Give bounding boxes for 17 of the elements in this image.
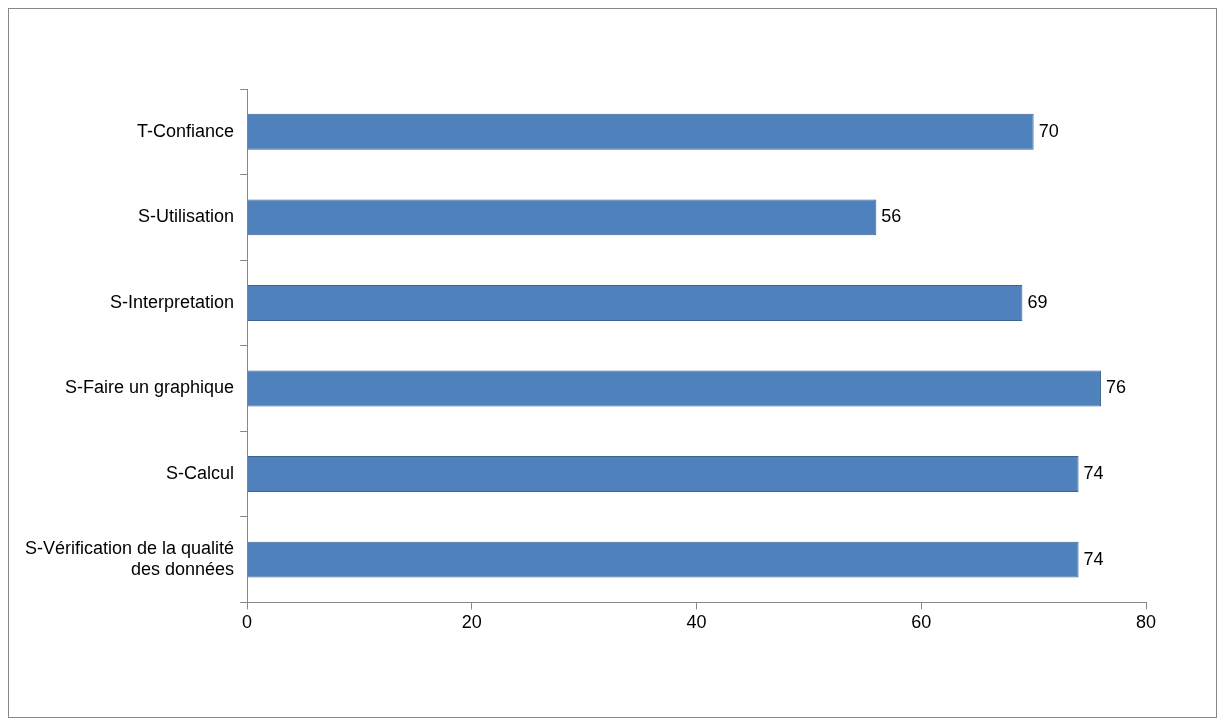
y-tick-label: T-Confiance	[137, 120, 235, 141]
x-tick-label: 40	[686, 612, 707, 633]
x-tick-label: 20	[461, 612, 482, 633]
data-label: 74	[1083, 463, 1104, 484]
data-label: 56	[881, 206, 902, 227]
x-tick-label: 60	[911, 612, 932, 633]
data-label: 76	[1106, 377, 1127, 398]
data-label: 70	[1038, 120, 1059, 141]
data-label: 74	[1083, 548, 1104, 569]
data-label: 69	[1027, 291, 1048, 312]
x-tick-label: 80	[1135, 612, 1157, 633]
x-tick-label: 0	[242, 612, 253, 633]
y-tick-label: S-Utilisation	[138, 206, 235, 227]
y-tick-label: S-Faire un graphique	[65, 377, 235, 398]
y-tick-label: S-Vérification de la qualité des données	[24, 537, 235, 580]
y-tick-label: S-Interpretation	[110, 291, 235, 312]
y-tick-label: S-Calcul	[166, 463, 235, 484]
